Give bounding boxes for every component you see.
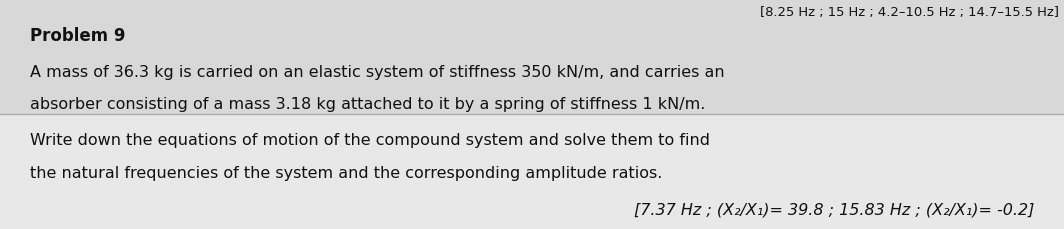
Text: the natural frequencies of the system and the corresponding amplitude ratios.: the natural frequencies of the system an…	[30, 165, 662, 180]
Text: [7.37 Hz ; (X₂/X₁)= 39.8 ; 15.83 Hz ; (X₂/X₁)= -0.2]: [7.37 Hz ; (X₂/X₁)= 39.8 ; 15.83 Hz ; (X…	[634, 202, 1034, 217]
Text: [8.25 Hz ; 15 Hz ; 4.2–10.5 Hz ; 14.7–15.5 Hz]: [8.25 Hz ; 15 Hz ; 4.2–10.5 Hz ; 14.7–15…	[760, 6, 1059, 19]
Text: Problem 9: Problem 9	[30, 27, 126, 44]
Text: A mass of 36.3 kg is carried on an elastic system of stiffness 350 kN/m, and car: A mass of 36.3 kg is carried on an elast…	[30, 65, 725, 80]
Bar	[0, 0, 1064, 114]
Bar	[0, 114, 1064, 229]
Text: absorber consisting of a mass 3.18 kg attached to it by a spring of stiffness 1 : absorber consisting of a mass 3.18 kg at…	[30, 97, 705, 112]
Text: Write down the equations of motion of the compound system and solve them to find: Write down the equations of motion of th…	[30, 132, 710, 147]
